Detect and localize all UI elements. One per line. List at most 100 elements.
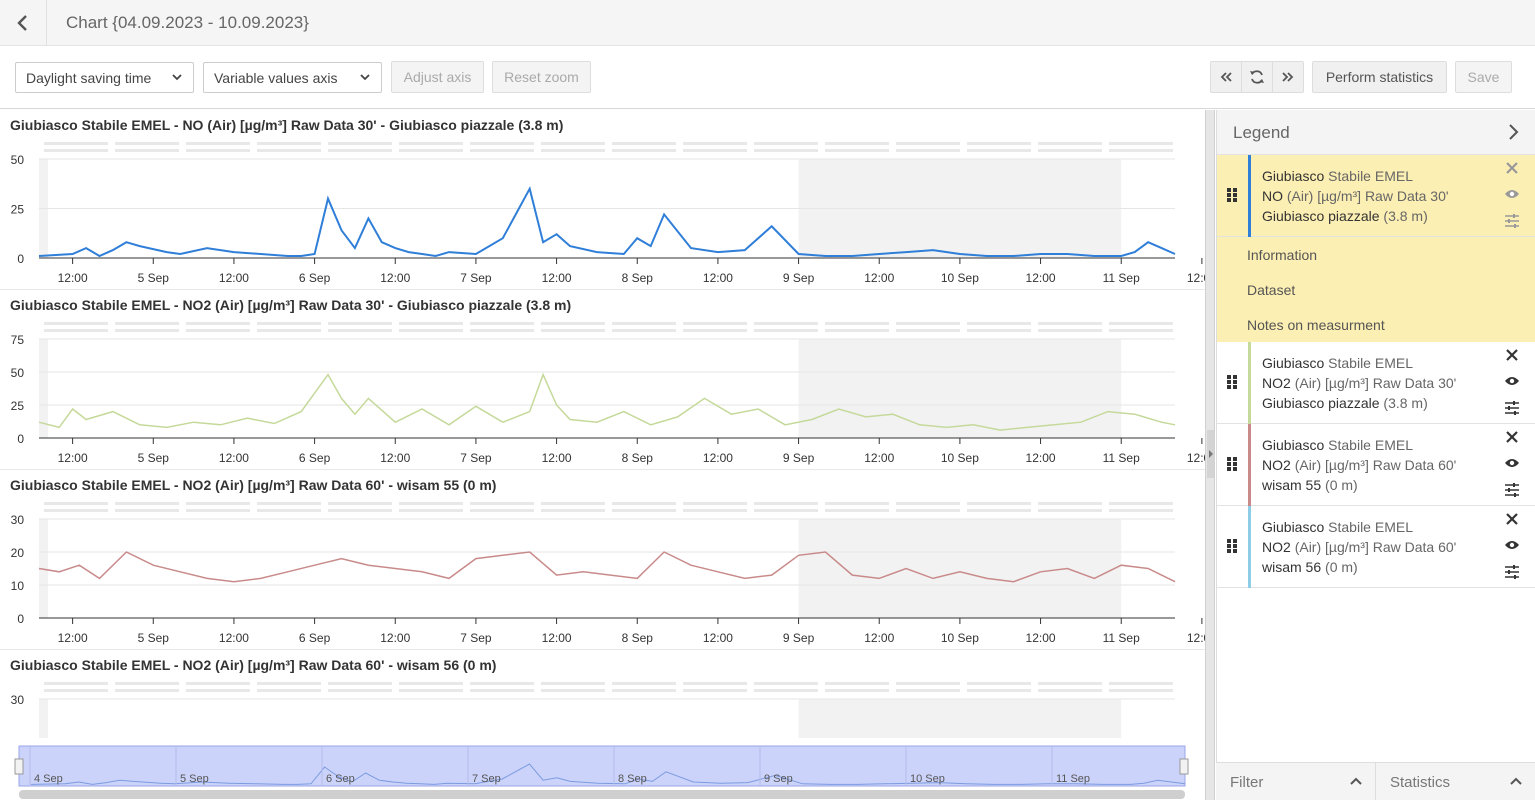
eye-icon[interactable] (1504, 539, 1520, 551)
chart-no-30[interactable]: Giubiasco Stabile EMEL - NO (Air) [µg/m³… (0, 110, 1205, 290)
top-bar: Chart {04.09.2023 - 10.09.2023} (0, 0, 1535, 46)
x-tick-label: 12:00 (219, 631, 249, 645)
settings-sliders-icon[interactable] (1505, 565, 1519, 579)
eye-icon[interactable] (1504, 188, 1520, 200)
x-tick-label: 7 Sep (460, 451, 492, 465)
timeline-dash (754, 509, 818, 512)
timeline-dash (328, 682, 392, 685)
legend-entry[interactable]: Giubiasco Stabile EMEL NO2 (Air) [µg/m³] … (1217, 506, 1535, 588)
charts-area[interactable]: Giubiasco Stabile EMEL - NO (Air) [µg/m³… (0, 110, 1205, 800)
chevron-right-icon[interactable] (1507, 124, 1519, 140)
navigator-handle-right[interactable] (1179, 758, 1189, 775)
x-tick-label: 6 Sep (299, 271, 331, 285)
previous-timespan-button[interactable] (1211, 62, 1242, 92)
chart-title: Giubiasco Stabile EMEL - NO2 (Air) [µg/m… (10, 297, 572, 313)
drag-handle[interactable] (1226, 187, 1238, 208)
panel-splitter[interactable] (1205, 110, 1215, 800)
statistics-tab[interactable]: Statistics (1376, 763, 1535, 800)
x-tick-label: 5 Sep (138, 271, 170, 285)
time-select-value: Daylight saving time (26, 70, 152, 86)
timeline-dash (328, 502, 392, 505)
legend-parameter: NO2 (Air) [µg/m³] Raw Data 30' (1262, 373, 1456, 393)
settings-sliders-icon[interactable] (1505, 214, 1519, 228)
drag-handle[interactable] (1226, 374, 1238, 395)
drag-handle-icon (1227, 375, 1237, 389)
timeline-dash (754, 689, 818, 692)
chart-no2-30[interactable]: Giubiasco Stabile EMEL - NO2 (Air) [µg/m… (0, 290, 1205, 470)
parameter-detail: (Air) [µg/m³] Raw Data 30' (1286, 188, 1449, 204)
legend-title: Legend (1233, 123, 1290, 142)
timeline-dash (186, 689, 250, 692)
series-line[interactable] (38, 372, 1176, 431)
legend-station: Giubiasco Stabile EMEL (1262, 435, 1456, 455)
close-icon[interactable] (1506, 513, 1518, 525)
eye-icon[interactable] (1504, 457, 1520, 469)
timeline-dash (186, 509, 250, 512)
series-line[interactable] (38, 185, 1176, 258)
close-icon[interactable] (1506, 431, 1518, 443)
time-navigator[interactable]: 4 Sep 5 Sep 6 Sep 7 Sep 8 Sep 9 Sep 10 Sep 11 S… (0, 738, 1205, 800)
timeline-dash (967, 682, 1031, 685)
chevron-up-icon (1510, 777, 1522, 785)
save-button[interactable]: Save (1455, 61, 1512, 93)
station-detail: Stabile EMEL (1328, 355, 1413, 371)
timeline-dash (541, 149, 605, 152)
legend-submenu-item[interactable]: Information (1217, 237, 1535, 272)
x-tick-label: 12:00 (542, 451, 572, 465)
timeline-dash (1038, 322, 1102, 325)
line-chart[interactable]: 0 25 50 12:00 5 Sep 12:00 6 Sep 12:00 7 Sep 12:00… (0, 110, 1205, 290)
timeline-dash (825, 149, 889, 152)
time-select[interactable]: Daylight saving time (15, 62, 194, 93)
settings-sliders-icon[interactable] (1505, 483, 1519, 497)
timeline-dash (612, 682, 676, 685)
timeline-dash (612, 322, 676, 325)
legend-entry-text: Giubiasco Stabile EMEL NO2 (Air) [µg/m³] … (1262, 353, 1456, 413)
settings-sliders-icon[interactable] (1505, 401, 1519, 415)
close-icon[interactable] (1506, 162, 1518, 174)
y-tick-label: 25 (11, 203, 25, 217)
timeline-dash (257, 149, 321, 152)
y-tick-label: 0 (17, 432, 24, 446)
axis-select[interactable]: Variable values axis (203, 62, 382, 93)
legend-entry[interactable]: Giubiasco Stabile EMEL NO2 (Air) [µg/m³] … (1217, 424, 1535, 506)
next-timespan-button[interactable] (1273, 62, 1303, 92)
reset-zoom-button[interactable]: Reset zoom (492, 61, 591, 93)
navigator-selection[interactable] (18, 745, 1186, 787)
perform-statistics-button[interactable]: Perform statistics (1312, 61, 1447, 93)
adjust-axis-button[interactable]: Adjust axis (391, 61, 484, 93)
legend-submenu-item[interactable]: Notes on measurment (1217, 307, 1535, 342)
x-tick-label: 9 Sep (783, 631, 815, 645)
timeline-dash (115, 149, 179, 152)
line-chart[interactable]: 0 25 50 75 12:00 5 Sep 12:00 6 Sep 12:00 7 Sep 12:… (0, 290, 1205, 470)
x-tick-label: 8 Sep (622, 271, 654, 285)
timeline-dash (896, 682, 960, 685)
timeline-dash (257, 689, 321, 692)
timeline-dash (399, 502, 463, 505)
navigator-handle-left[interactable] (14, 758, 24, 775)
timeline-dash (1038, 329, 1102, 332)
navigator-scrollbar[interactable] (19, 790, 1185, 799)
legend-entry[interactable]: Giubiasco Stabile EMEL NO2 (Air) [µg/m³] … (1217, 342, 1535, 424)
back-button[interactable] (0, 0, 47, 46)
timeline-dash (115, 329, 179, 332)
timeline-dash (399, 509, 463, 512)
drag-handle[interactable] (1226, 456, 1238, 477)
legend-submenu-item[interactable]: Dataset (1217, 272, 1535, 307)
filter-tab[interactable]: Filter (1216, 763, 1376, 800)
navigator-chart[interactable]: 4 Sep 5 Sep 6 Sep 7 Sep 8 Sep 9 Sep 10 Sep 11 S… (0, 738, 1205, 800)
eye-icon[interactable] (1504, 375, 1520, 387)
line-chart[interactable]: 0 10 20 30 12:00 5 Sep 12:00 6 Sep 12:00 7 Sep 12:… (0, 470, 1205, 650)
chevron-up-icon (1350, 777, 1362, 785)
drag-handle[interactable] (1226, 538, 1238, 559)
close-icon[interactable] (1506, 349, 1518, 361)
chart-no2-wisam55[interactable]: Giubiasco Stabile EMEL - NO2 (Air) [µg/m… (0, 470, 1205, 650)
timeline-dash (754, 322, 818, 325)
refresh-button[interactable] (1242, 62, 1273, 92)
series-color-bar (1248, 424, 1251, 506)
legend-entry[interactable]: Giubiasco Stabile EMEL NO (Air) [µg/m³] R… (1217, 155, 1535, 237)
x-tick-label: 12:00 (58, 271, 88, 285)
timeline-dash (328, 509, 392, 512)
splitter-handle[interactable] (1207, 430, 1214, 478)
legend-location: wisam 56 (0 m) (1262, 557, 1456, 577)
series-line[interactable] (38, 551, 1176, 583)
